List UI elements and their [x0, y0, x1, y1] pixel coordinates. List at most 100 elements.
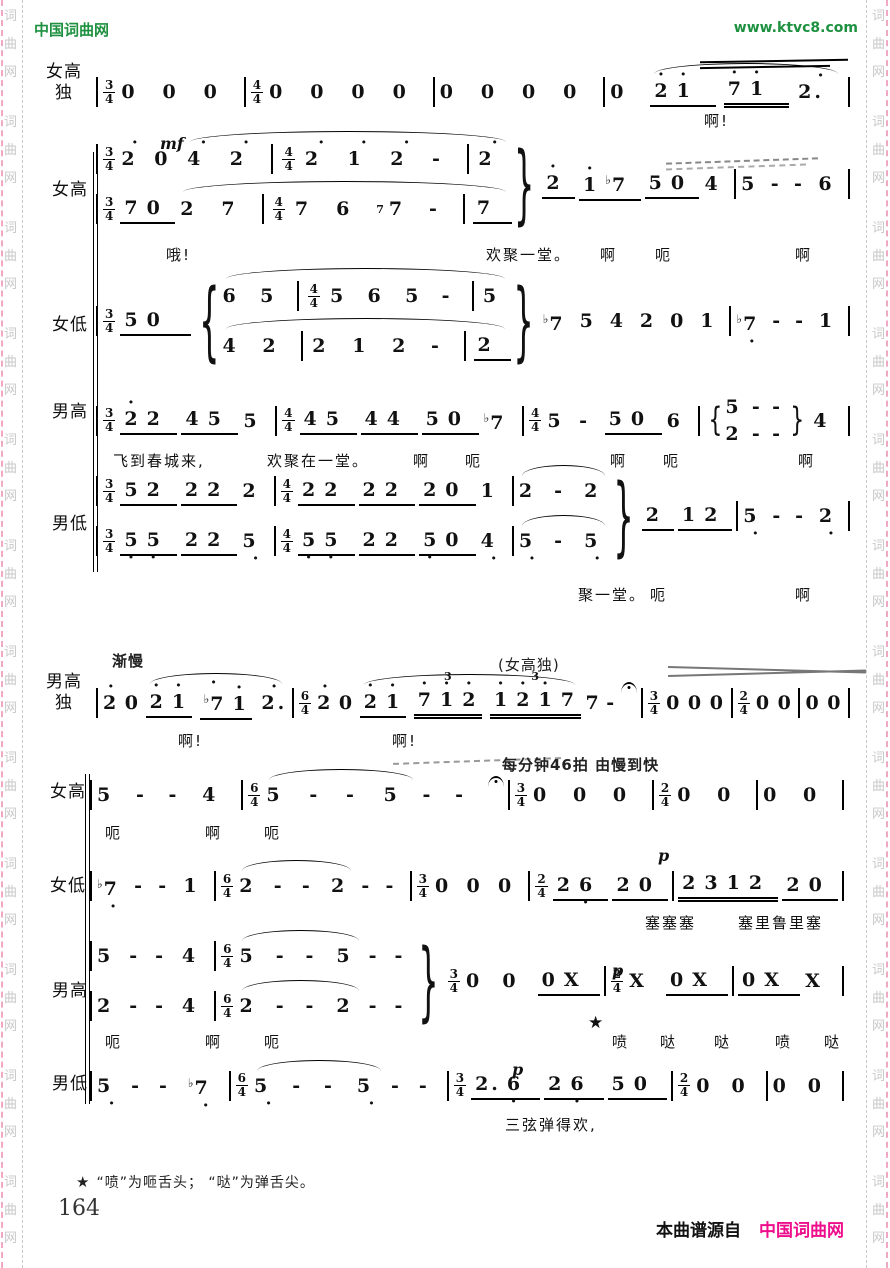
- watermark-char: 词: [872, 433, 886, 448]
- lyric: 塞塞塞: [645, 914, 697, 932]
- note: 7 ·: [417, 676, 432, 713]
- octave-dot-below: ·: [748, 331, 755, 352]
- note-digit: 7: [194, 1077, 208, 1099]
- watermark-char: 词: [872, 963, 886, 978]
- note-digit: 1: [439, 689, 454, 711]
- octave-dot-below: ·: [202, 1096, 209, 1116]
- lyric: 呃: [650, 586, 668, 604]
- chord-stack: 3 4 2 · 0 4 · 2 · 4 4 2 · 1 · 2 · -2 · 3 4 7 0 2 7 4 4 7 6 7 7-7}: [96, 131, 536, 235]
- measure-segment: 4: [812, 405, 850, 436]
- credit-brand[interactable]: 中国词曲网: [759, 1221, 844, 1241]
- decrescendo-hairpin: [667, 666, 866, 676]
- barline: [651, 780, 654, 810]
- octave-dot-below: ·: [128, 547, 134, 568]
- note: 5 ·: [123, 527, 138, 567]
- barline: [96, 77, 98, 107]
- note: 0: [741, 967, 756, 993]
- note: X: [563, 967, 580, 993]
- note: 5 ·: [323, 527, 338, 567]
- barline: [734, 169, 737, 199]
- note: 2: [301, 477, 316, 503]
- note-digit: 4: [187, 148, 201, 170]
- ts-numerator: 2: [737, 688, 750, 704]
- note-digit: 2: [798, 81, 812, 103]
- note: 0: [338, 690, 356, 716]
- watermark-char: 曲: [872, 355, 886, 370]
- watermark-char: 网: [4, 1231, 18, 1246]
- note: 6: [367, 283, 397, 309]
- note-digit: 0: [392, 81, 406, 103]
- note: 0: [676, 782, 712, 808]
- octave-dot-above: ·: [658, 64, 664, 85]
- ts-denominator: 4: [660, 794, 670, 809]
- note: 2: [384, 527, 399, 553]
- note-digit: 0: [717, 784, 731, 806]
- duration-dash: -: [554, 530, 563, 552]
- note: 2 ·: [120, 135, 149, 172]
- note-digit: 2: [682, 872, 696, 894]
- note: 0: [541, 967, 556, 993]
- note-digit: 0: [439, 81, 453, 103]
- barline: [90, 991, 92, 1021]
- barline: [273, 526, 276, 556]
- note: 2 ·: [461, 676, 476, 713]
- barline: [467, 144, 470, 174]
- duration-dash: -: [273, 875, 282, 897]
- note-digit: 2: [184, 528, 199, 551]
- beam-group: 2 · 1 ·: [145, 677, 192, 718]
- flat-sign: ♭: [187, 1076, 194, 1090]
- site-url-link[interactable]: www.ktvc8.com: [733, 20, 858, 36]
- lyric: 欢聚一堂。: [486, 246, 572, 264]
- octave-dot-above: ·: [817, 66, 824, 86]
- note: 0: [638, 872, 653, 898]
- beam-group: 2 · 1 ·: [650, 66, 716, 107]
- note-digit: 4: [704, 173, 718, 195]
- note-digit: 0: [466, 875, 480, 897]
- note: 1: [818, 308, 844, 334]
- note: 0: [309, 79, 346, 105]
- note: 4: [812, 408, 844, 434]
- note: 2 ·: [316, 679, 334, 716]
- flat-sign: ♭: [542, 311, 549, 326]
- note: 5: [123, 477, 138, 503]
- watermark-char: 网: [4, 1019, 18, 1034]
- octave-dot-below: ·: [305, 547, 312, 568]
- ts-numerator: 3: [647, 688, 661, 704]
- note: 2: [518, 478, 546, 504]
- lyric: 啊: [795, 246, 813, 264]
- barline: [241, 780, 244, 810]
- duration-dash: -: [418, 1074, 427, 1097]
- note-digit: 5: [124, 528, 138, 551]
- site-name[interactable]: 中国词曲网: [34, 21, 110, 39]
- note: 2: [206, 477, 221, 503]
- note-digit: 1: [385, 690, 400, 713]
- note-digit: 0: [445, 528, 459, 551]
- note: 2: [748, 870, 763, 896]
- right-brace: }: [790, 401, 805, 440]
- note: 6: [666, 408, 695, 434]
- part-label: 男高 独: [46, 672, 82, 713]
- note: 0: [268, 79, 305, 105]
- note: 0: [153, 146, 182, 172]
- octave-dot-below: ·: [510, 1092, 517, 1112]
- note-digit: 2: [616, 873, 630, 896]
- octave-dot-above: ·: [153, 675, 160, 696]
- ts-denominator: 4: [679, 1085, 689, 1099]
- slur-group: 5 - - 5: [265, 769, 418, 808]
- lyric: 啊: [205, 824, 223, 842]
- note-digit: 4: [181, 945, 196, 967]
- watermark-char: 词: [872, 221, 886, 236]
- note: ♭7: [542, 306, 575, 337]
- note: 0: [804, 690, 822, 716]
- note: 2: [724, 421, 748, 447]
- duration-dash: -: [431, 148, 440, 170]
- note-digit: 5: [260, 285, 274, 307]
- octave-dot-above: ·: [107, 677, 114, 697]
- note: 3: [703, 870, 718, 896]
- octave-dot-above: ·: [128, 393, 134, 413]
